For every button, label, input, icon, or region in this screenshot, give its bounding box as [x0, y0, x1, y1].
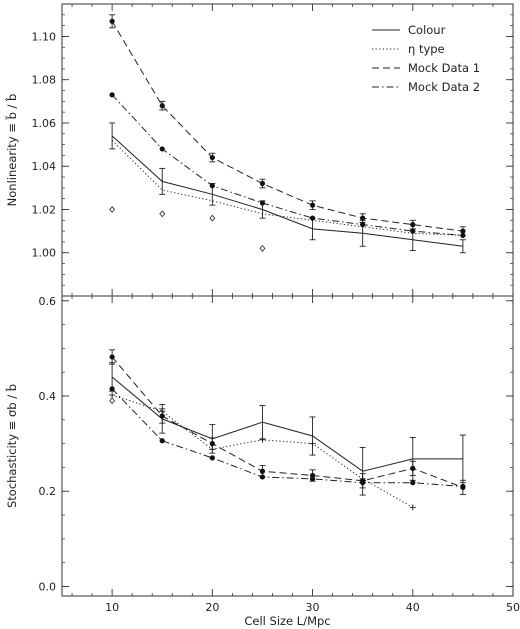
data-point — [209, 441, 215, 447]
series-line — [111, 376, 463, 472]
data-point — [410, 228, 416, 234]
y-tick-label: 0.0 — [39, 580, 57, 593]
series--type — [111, 139, 463, 236]
x-tick-label: 40 — [406, 601, 420, 614]
y-tick-label: 1.00 — [32, 247, 57, 260]
series-mock-data-2 — [109, 386, 466, 490]
data-point — [109, 92, 115, 98]
series-line — [111, 139, 463, 236]
data-point — [259, 436, 266, 443]
x-axis-title: Cell Size L/Mpc — [244, 614, 330, 628]
chart-panels: 1.00 1.02 1.04 1.06 1.08 1.10 Nonlinearity ≡ b… — [5, 3, 520, 628]
series-line — [111, 356, 464, 488]
data-point — [159, 146, 165, 152]
data-point — [460, 228, 466, 234]
legend-label: η type — [408, 42, 445, 56]
data-point — [209, 455, 215, 461]
chart-legend: Colour η type Mock Data 1 Mock Data 2 — [372, 23, 480, 94]
data-point — [360, 222, 366, 228]
data-point — [209, 214, 216, 222]
data-point — [309, 440, 316, 447]
bottom-plot-frame — [61, 295, 514, 597]
data-point — [360, 480, 366, 486]
data-point — [159, 210, 166, 218]
data-point — [159, 438, 165, 444]
data-point — [109, 354, 115, 360]
data-point — [410, 222, 416, 228]
top-panel: 1.00 1.02 1.04 1.06 1.08 1.10 Nonlinearity ≡ b… — [5, 3, 514, 297]
data-point — [209, 154, 215, 161]
x-tick-label: 20 — [205, 601, 219, 614]
data-point — [159, 413, 165, 419]
data-point — [259, 468, 266, 474]
data-point — [410, 480, 416, 486]
data-point — [309, 215, 316, 221]
y-tick-label: 0.6 — [39, 295, 57, 308]
data-point — [360, 215, 366, 221]
y-tick-label: 0.4 — [39, 390, 57, 403]
data-point — [109, 392, 116, 399]
series-colour — [109, 122, 466, 254]
series-mock-data-1 — [109, 14, 466, 236]
legend-label: Colour — [408, 23, 446, 37]
series-mock-data-2 — [109, 92, 466, 239]
data-point — [309, 476, 316, 482]
data-point — [460, 483, 466, 490]
bottom-y-axis-title: Stochasticity ≡ σb / b̂ — [5, 384, 19, 508]
x-tick-label: 50 — [506, 601, 520, 614]
data-point — [410, 465, 416, 471]
series-line — [111, 388, 463, 487]
data-point — [409, 504, 416, 511]
series-mock-data-1 — [109, 349, 466, 496]
data-point — [209, 183, 215, 189]
data-point — [109, 397, 116, 405]
data-point — [109, 386, 115, 392]
y-tick-label: 1.06 — [32, 117, 57, 130]
data-point — [159, 103, 165, 109]
series-line — [111, 21, 463, 232]
bottom-panel: 10 20 30 40 50 0.0 0.2 0.4 0.6 Stochasticity ≡ σb… — [5, 295, 520, 628]
y-tick-label: 1.04 — [32, 160, 57, 173]
series-marker-only — [109, 397, 116, 405]
legend-label: Mock Data 2 — [408, 80, 480, 94]
y-tick-label: 0.2 — [39, 485, 57, 498]
data-point — [109, 18, 115, 24]
y-tick-label: 1.10 — [32, 30, 57, 43]
data-point — [259, 474, 266, 480]
series-marker-only — [109, 206, 266, 252]
data-point — [460, 232, 466, 239]
y-tick-label: 1.02 — [32, 203, 57, 216]
x-tick-label: 10 — [105, 601, 119, 614]
data-point — [259, 245, 266, 252]
series-line — [111, 135, 463, 247]
y-tick-label: 1.08 — [32, 74, 57, 87]
data-point — [259, 180, 266, 187]
data-point — [309, 202, 316, 208]
legend-label: Mock Data 1 — [408, 61, 480, 75]
top-y-axis-title: Nonlinearity ≡ b̃ / b̂ — [5, 94, 19, 207]
data-point — [259, 200, 266, 206]
x-tick-label: 30 — [306, 601, 320, 614]
top-plot-frame — [61, 3, 514, 297]
data-point — [109, 206, 116, 213]
series-line — [111, 94, 463, 236]
